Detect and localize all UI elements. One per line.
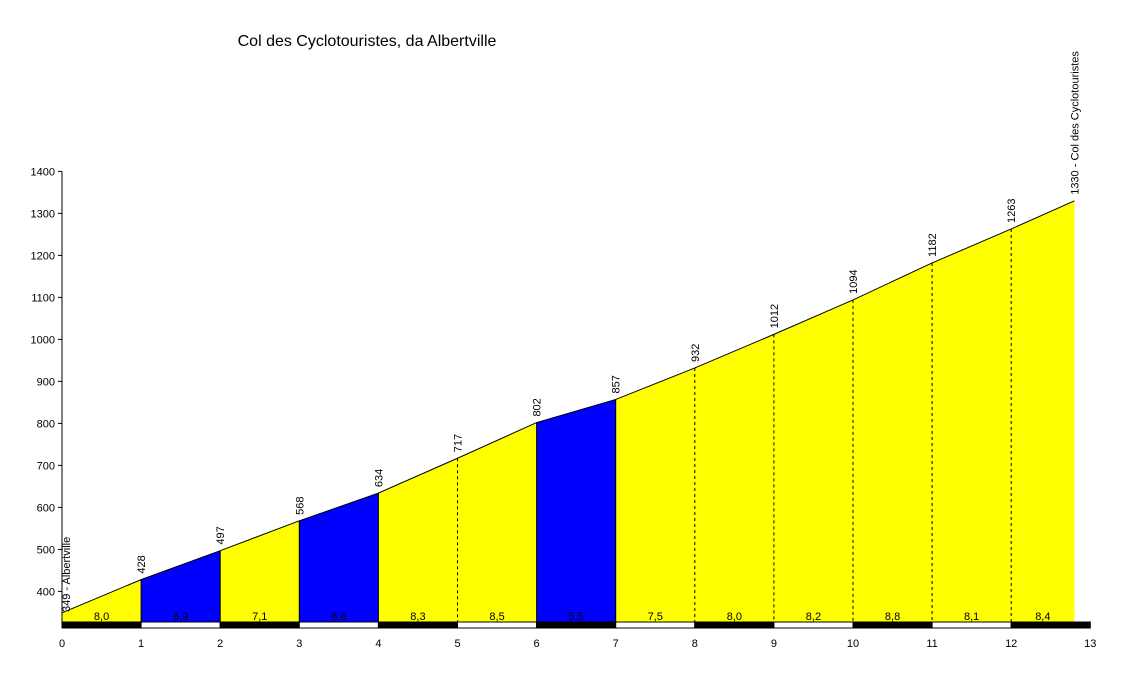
y-axis-ticks: 400 500 600 700 800 900 1000 1100 1200 1300 1400 (31, 166, 62, 598)
segment-area (1011, 200, 1075, 626)
altitude-label: 568 (294, 496, 306, 514)
segment-area (536, 399, 616, 625)
x-tick-label: 4 (375, 638, 381, 650)
altitude-label: 802 (532, 398, 544, 416)
altitude-label: 1330 - Col des Cyclotouristes (1069, 51, 1081, 195)
segment-area (378, 458, 458, 625)
x-tick-label: 11 (926, 638, 937, 650)
segment-area (615, 367, 695, 625)
altitude-labels: 349 - Albertville 428 497 568 634 717 802 857 93… (61, 51, 1081, 612)
gradient-label: 8,2 (806, 611, 821, 623)
km-scale-bar (61, 621, 1091, 629)
y-tick-label: 1300 (31, 208, 55, 220)
x-tick-label: 7 (613, 638, 619, 650)
altitude-label: 1012 (769, 304, 781, 328)
y-tick-label: 600 (37, 502, 55, 514)
km-divider-lines (140, 228, 1012, 625)
x-tick-label: 5 (454, 638, 460, 650)
x-tick-label: 8 (692, 638, 698, 650)
chart-title: Col des Cyclotouristes, da Albertville (237, 33, 497, 50)
y-tick-label: 400 (37, 586, 55, 598)
segment-area (220, 520, 300, 625)
altitude-label: 1182 (927, 233, 939, 257)
segment-area (694, 334, 774, 625)
y-tick-label: 500 (37, 544, 55, 556)
segment-area (141, 550, 221, 625)
segment-fills (62, 200, 1075, 626)
gradient-label: 8,5 (489, 611, 504, 623)
y-tick-label: 1400 (31, 166, 55, 178)
gradient-label: 7,1 (252, 611, 267, 623)
x-tick-label: 12 (1005, 638, 1017, 650)
y-tick-label: 1100 (31, 292, 55, 304)
altitude-label: 428 (136, 555, 148, 573)
altitude-label: 349 - Albertville (61, 537, 73, 612)
profile-line (61, 200, 1075, 614)
gradient-label: 8,8 (885, 611, 900, 623)
segment-area (932, 228, 1012, 625)
gradient-label: 8,3 (410, 611, 425, 623)
segment-area (853, 262, 933, 625)
x-tick-label: 0 (59, 638, 65, 650)
altitude-label: 1094 (848, 269, 860, 293)
gradient-label: 8,0 (727, 611, 742, 623)
segment-area (299, 493, 379, 625)
x-axis-ticks: 0 1 2 3 4 5 6 7 8 9 10 11 12 13 (59, 638, 1096, 650)
x-tick-label: 1 (138, 638, 144, 650)
y-tick-label: 1000 (31, 334, 55, 346)
altitude-label: 497 (215, 526, 227, 544)
x-tick-label: 10 (847, 638, 859, 650)
x-tick-label: 2 (217, 638, 223, 650)
segment-area (457, 422, 537, 625)
x-tick-label: 3 (296, 638, 302, 650)
y-tick-label: 1200 (31, 250, 55, 262)
gradient-label: 8,1 (964, 611, 979, 623)
altitude-label: 857 (611, 375, 623, 393)
x-tick-label: 9 (771, 638, 777, 650)
gradient-label: 6,9 (173, 611, 188, 623)
segment-area (62, 579, 142, 625)
gradient-label: 5,5 (569, 611, 584, 623)
km-bar-block (1010, 621, 1091, 629)
gradient-label: 6,6 (331, 611, 346, 623)
gradient-labels: 8,0 6,9 7,1 6,6 8,3 8,5 5,5 7,5 8,0 8,2 8,8 8,1 8,4 (94, 611, 1051, 623)
profile-polyline (61, 200, 1075, 614)
x-tick-label: 13 (1084, 638, 1096, 650)
altitude-label: 717 (453, 434, 465, 452)
y-tick-label: 700 (37, 460, 55, 472)
altitude-label: 1263 (1006, 198, 1018, 222)
gradient-label: 8,4 (1035, 611, 1050, 623)
segment-area (773, 299, 853, 625)
gradient-label: 8,0 (94, 611, 109, 623)
gradient-label: 7,5 (648, 611, 663, 623)
y-tick-label: 800 (37, 418, 55, 430)
x-tick-label: 6 (534, 638, 540, 650)
altitude-label: 634 (373, 469, 385, 487)
altitude-label: 932 (690, 344, 702, 362)
y-tick-label: 900 (37, 376, 55, 388)
